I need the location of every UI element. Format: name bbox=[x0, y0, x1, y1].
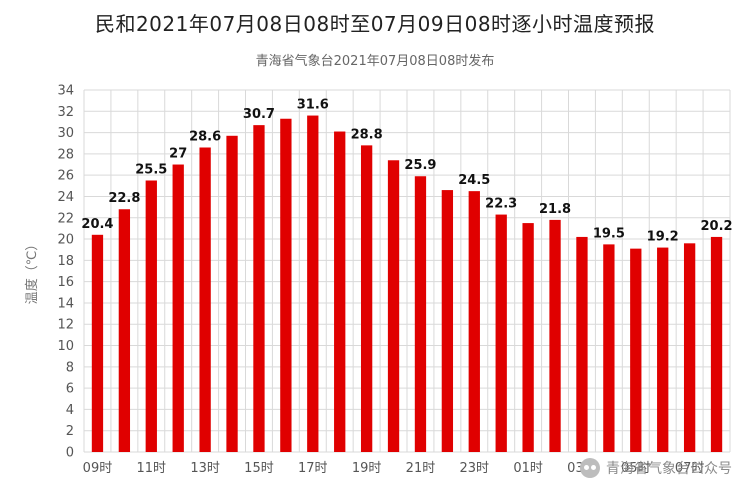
bar-17时 bbox=[307, 115, 319, 452]
y-tick-label: 22 bbox=[57, 211, 74, 226]
y-tick-label: 26 bbox=[57, 169, 74, 184]
bar-layer bbox=[91, 115, 723, 453]
y-tick-label: 24 bbox=[57, 190, 74, 205]
bar-06时 bbox=[657, 247, 669, 452]
y-tick-label: 20 bbox=[57, 233, 74, 248]
data-label: 28.6 bbox=[189, 129, 221, 144]
x-tick-label: 09时 bbox=[83, 461, 113, 476]
y-tick-label: 2 bbox=[66, 424, 74, 439]
watermark-text: 青海省气象台公众号 bbox=[606, 461, 732, 477]
y-tick-label: 16 bbox=[57, 275, 74, 290]
chart-subtitle: 青海省气象台2021年07月08日08时发布 bbox=[255, 54, 495, 69]
bar-23时 bbox=[468, 191, 480, 452]
bar-02时 bbox=[549, 219, 561, 452]
y-tick-label: 10 bbox=[57, 339, 74, 354]
bar-08时 bbox=[710, 236, 723, 452]
data-label: 30.7 bbox=[243, 107, 275, 122]
y-tick-label: 0 bbox=[66, 446, 74, 461]
wechat-icon bbox=[580, 458, 600, 478]
watermark: 青海省气象台公众号 bbox=[580, 458, 732, 478]
bar-22时 bbox=[441, 190, 454, 453]
x-tick-label: 17时 bbox=[298, 461, 328, 476]
data-label: 20.4 bbox=[81, 217, 113, 232]
data-label: 20.2 bbox=[701, 219, 733, 234]
data-label: 25.5 bbox=[135, 163, 167, 178]
x-tick-label: 07时 bbox=[675, 461, 705, 476]
data-label: 22.8 bbox=[108, 191, 140, 206]
bar-00时 bbox=[495, 214, 507, 452]
x-tick-label: 19时 bbox=[352, 461, 382, 476]
data-label: 19.5 bbox=[593, 226, 625, 241]
y-tick-label: 12 bbox=[57, 318, 74, 333]
y-tick-label: 6 bbox=[66, 382, 74, 397]
y-tick-label: 28 bbox=[57, 147, 74, 162]
y-tick-label: 34 bbox=[57, 84, 74, 99]
bar-03时 bbox=[576, 236, 588, 452]
bar-20时 bbox=[387, 160, 400, 453]
x-tick-label: 15时 bbox=[244, 461, 274, 476]
y-tick-label: 18 bbox=[57, 254, 74, 269]
data-label: 25.9 bbox=[404, 158, 436, 173]
chart-title: 民和2021年07月08日08时至07月09日08时逐小时温度预报 bbox=[94, 12, 656, 36]
y-tick-label: 32 bbox=[57, 105, 74, 120]
bar-01时 bbox=[522, 223, 534, 452]
bar-15时 bbox=[253, 125, 265, 453]
y-tick-label: 30 bbox=[57, 126, 74, 141]
x-tick-label: 21时 bbox=[406, 461, 436, 476]
grid-layer bbox=[83, 89, 731, 453]
bar-04时 bbox=[603, 244, 615, 452]
bar-21时 bbox=[414, 176, 427, 452]
bar-05时 bbox=[630, 248, 642, 452]
x-tick-label: 13时 bbox=[190, 461, 220, 476]
bar-16时 bbox=[280, 118, 292, 452]
bar-12时 bbox=[172, 164, 184, 452]
y-tick-label: 8 bbox=[66, 360, 74, 375]
bar-10时 bbox=[118, 209, 131, 452]
bar-09时 bbox=[91, 234, 104, 452]
x-tick-label: 01时 bbox=[513, 461, 543, 476]
bar-11时 bbox=[145, 180, 157, 452]
bar-13时 bbox=[199, 147, 211, 452]
x-tick-label: 11时 bbox=[137, 461, 167, 476]
x-tick-label: 05时 bbox=[621, 461, 651, 476]
y-axis-label: 温度（℃） bbox=[24, 238, 40, 305]
data-label: 21.8 bbox=[539, 202, 571, 217]
data-label: 24.5 bbox=[458, 173, 490, 188]
y-tick-label: 14 bbox=[57, 296, 74, 311]
bar-18时 bbox=[334, 131, 346, 452]
data-label: 22.3 bbox=[485, 197, 517, 212]
data-label: 31.6 bbox=[297, 98, 329, 113]
x-tick-label: 23时 bbox=[460, 461, 490, 476]
bar-07时 bbox=[683, 243, 696, 452]
y-tick-label: 4 bbox=[66, 403, 74, 418]
bar-14时 bbox=[226, 135, 238, 452]
bar-19时 bbox=[360, 145, 373, 453]
data-label: 28.8 bbox=[351, 127, 383, 142]
data-label: 27 bbox=[169, 147, 187, 162]
data-label: 19.2 bbox=[647, 230, 679, 245]
